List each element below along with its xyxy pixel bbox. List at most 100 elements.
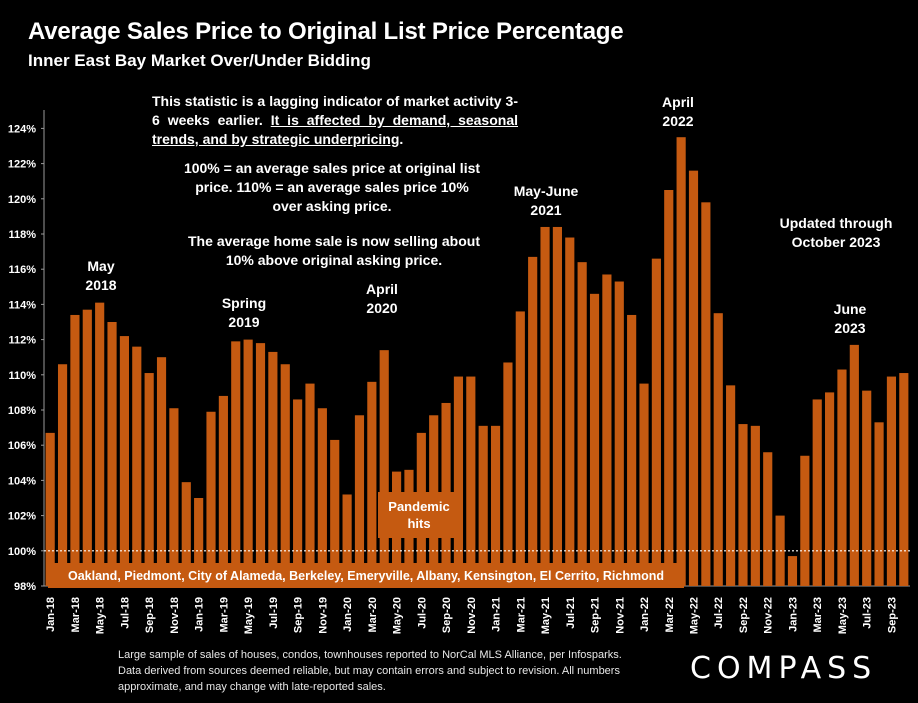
x-tick-label: Nov-20 [466,597,478,634]
x-tick-label: May-21 [540,597,552,634]
bar-Jun-18 [107,322,117,586]
annotation-label: April 2022 [662,94,694,129]
x-tick-label: Sep-20 [441,597,453,633]
bar-Jan-19 [194,498,204,586]
bar-Jan-20 [342,494,352,586]
x-tick-label: May-22 [689,597,701,634]
y-tick-label: 98% [14,581,36,593]
x-tick-label: May-20 [392,597,404,634]
annotation-label: May 2018 [85,258,116,293]
bar-Nov-18 [169,408,179,586]
bar-Oct-21 [602,274,612,586]
bar-Aug-18 [132,346,142,586]
bar-Jul-22 [713,313,723,586]
bar-Oct-23 [899,373,909,586]
annotation-label: May-June 2021 [514,183,579,218]
x-tick-label: May-23 [837,597,849,634]
region-banner-box [48,563,684,588]
bar-May-23 [837,369,847,586]
bar-May-21 [540,226,550,586]
bar-Dec-19 [330,439,340,586]
bar-Jun-22 [701,202,711,586]
bar-Oct-22 [750,425,760,586]
x-tick-label: Jan-19 [194,597,206,632]
bar-Nov-19 [317,408,327,586]
y-tick-label: 116% [8,264,36,276]
y-tick-label: 112% [8,335,36,347]
bar-Aug-21 [577,262,587,586]
bar-Apr-21 [528,256,538,586]
x-tick-label: May-19 [243,597,255,634]
bar-Jan-22 [639,383,649,586]
bar-Sep-19 [293,399,303,586]
region-banner-label: Oakland, Piedmont, City of Alameda, Berk… [68,569,664,583]
pandemic-callout-label: Pandemic hits [388,499,449,531]
bar-Dec-20 [478,425,488,586]
y-tick-label: 104% [8,475,36,487]
bar-Dec-21 [627,314,637,586]
bar-Nov-20 [466,376,476,586]
annotation-label: April 2020 [366,281,398,316]
y-tick-label: 114% [8,299,36,311]
bar-Nov-21 [614,281,624,586]
y-tick-label: 110% [8,370,36,382]
x-tick-label: Jul-21 [565,597,577,629]
x-tick-label: Nov-18 [169,597,181,634]
bar-Apr-22 [676,137,686,586]
bar-Apr-23 [825,392,835,586]
bar-Jun-19 [255,343,266,586]
bar-Mar-19 [218,395,228,586]
bar-Oct-18 [156,357,167,586]
x-tick-label: Mar-18 [70,597,82,632]
x-tick-label: Mar-23 [812,597,824,632]
x-tick-label: Jan-20 [342,597,354,632]
x-tick-label: Nov-21 [614,597,626,634]
bar-May-22 [688,170,699,586]
bar-Jul-19 [268,351,278,586]
x-tick-label: Sep-21 [590,597,602,633]
x-tick-label: Jul-19 [268,597,280,629]
x-tick-label: Jan-21 [491,597,503,632]
y-tick-label: 100% [8,546,36,558]
bar-Mar-18 [70,314,80,586]
bar-Mar-22 [664,190,674,586]
bar-Oct-20 [453,376,464,586]
current-status-note: The average home sale is now selling abo… [188,232,480,270]
x-tick-label: Sep-23 [886,597,898,633]
bar-Jan-18 [45,432,55,586]
x-tick-label: Jul-23 [862,597,874,629]
x-tick-label: Jul-22 [713,597,725,629]
bar-May-19 [243,339,253,586]
bar-Sep-23 [886,376,897,586]
bar-Apr-19 [231,341,241,586]
y-tick-label: 108% [8,405,36,417]
y-tick-label: 106% [8,440,36,452]
bar-Feb-19 [206,411,216,586]
x-tick-label: Sep-19 [293,597,305,633]
x-tick-label: Jan-22 [639,597,651,632]
x-tick-label: Nov-22 [763,597,775,634]
bar-Nov-22 [763,452,773,586]
definition-note: 100% = an average sales price at origina… [182,159,482,216]
annotation-label: Spring 2019 [222,295,266,330]
x-tick-label: Jul-18 [119,597,131,629]
bar-Dec-18 [181,482,191,586]
lagging-note-underlined: It is affected by demand, seasonal trend… [152,112,519,147]
bar-Feb-22 [651,258,661,586]
bar-Feb-20 [354,415,365,586]
y-tick-label: 124% [8,123,36,135]
x-tick-label: Sep-18 [144,597,156,633]
bar-Jul-23 [862,390,872,586]
bar-Mar-21 [515,311,525,586]
x-tick-label: Mar-21 [515,597,527,632]
pandemic-callout-box [378,492,461,538]
x-tick-label: Jan-23 [787,597,799,632]
bar-Jul-21 [565,237,575,586]
y-tick-label: 102% [8,511,36,523]
bar-Sep-22 [738,424,748,586]
x-tick-label: Mar-19 [218,597,230,632]
bar-Jan-23 [787,556,798,586]
bar-Aug-22 [726,385,736,586]
annotation-label: June 2023 [834,301,867,336]
